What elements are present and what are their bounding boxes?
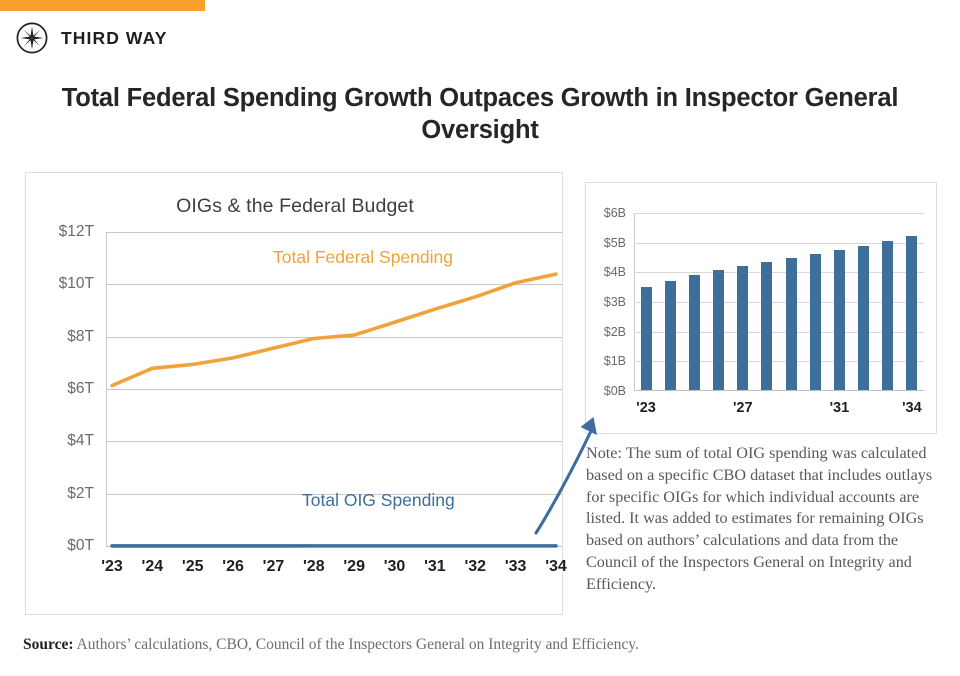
bar [640, 286, 652, 390]
bar [833, 249, 845, 390]
main-chart-title: OIGs & the Federal Budget [176, 195, 414, 217]
bar [737, 265, 749, 390]
gridline [634, 213, 924, 214]
source-text: Authors’ calculations, CBO, Council of t… [76, 636, 639, 653]
source-label: Source: [23, 636, 74, 653]
gridline [106, 284, 562, 286]
bar [713, 269, 725, 390]
bar [664, 280, 676, 390]
inset-chart-panel: $0B $1B $2B $3B $4B $5B $6B '23 '27 '31 '34 [585, 182, 937, 434]
gridline [634, 272, 924, 274]
bar [785, 258, 797, 390]
gridline [106, 389, 562, 390]
x-tick-label: '23 [101, 558, 123, 575]
y-tick-label: $12T [58, 223, 94, 240]
x-tick-label: '33 [504, 558, 527, 575]
chart-source: Source: Authors’ calculations, CBO, Coun… [23, 636, 933, 654]
page-title: Total Federal Spending Growth Outpaces G… [61, 84, 899, 145]
x-tick-label: '24 [141, 558, 164, 575]
x-tick-label: '25 [181, 558, 204, 575]
y-tick-label: $4T [67, 432, 94, 450]
brand-accent-bar [0, 0, 205, 11]
x-tick-label: '31 [424, 558, 446, 575]
gridline [106, 493, 562, 495]
bar [882, 241, 894, 390]
x-tick-label: '34 [545, 558, 567, 575]
main-chart-panel: OIGs & the Federal Budget $0T $2T $4T $6T $8… [25, 172, 567, 615]
gridline [634, 302, 924, 303]
y-tick-label: $2T [67, 484, 94, 502]
x-tick-label: '29 [343, 558, 365, 575]
curved-arrow-icon [534, 417, 597, 535]
chart-note: Note: The sum of total OIG spending was … [586, 444, 933, 593]
main-chart-series-lines [110, 272, 558, 548]
y-tick-label: $6B [603, 206, 626, 220]
x-tick-label: '31 [829, 400, 850, 416]
bar [858, 245, 870, 390]
bar [761, 261, 773, 390]
gridline [634, 361, 924, 363]
x-tick-label: '30 [383, 558, 406, 575]
compass-star-icon [16, 22, 48, 54]
main-chart-plot-area: $0T $2T $4T $6T $8T $10T $12T '23 '24 '25 '26 '27 '… [59, 223, 567, 575]
inset-chart-x-axis [634, 390, 924, 391]
gridline [634, 331, 924, 333]
y-tick-label: $5B [603, 235, 626, 250]
y-tick-label: $3B [603, 295, 626, 309]
y-tick-label: $0T [67, 537, 94, 554]
x-tick-label: '26 [222, 558, 244, 575]
y-tick-label: $6T [67, 380, 94, 397]
bar [906, 236, 918, 390]
x-tick-label: '32 [464, 558, 487, 575]
series-label-total-oig-spending: Total OIG Spending [302, 490, 455, 510]
gridline [106, 441, 562, 443]
gridline [634, 242, 924, 244]
brand-name: THIRD WAY [61, 27, 168, 48]
y-tick-label: $8T [67, 327, 94, 345]
y-tick-label: $10T [58, 275, 94, 293]
inset-chart-plot-area: $0B $1B $2B $3B $4B $5B $6B '23 '27 '31 '34 [604, 206, 924, 416]
y-tick-label: $1B [603, 354, 626, 369]
x-tick-label: '34 [902, 400, 922, 416]
brand-logo: THIRD WAY [16, 22, 167, 54]
x-tick-label: '23 [636, 400, 656, 416]
bar [809, 254, 821, 390]
gridline [106, 232, 562, 233]
bar [688, 274, 700, 390]
x-tick-label: '27 [262, 558, 285, 575]
y-tick-label: $4B [603, 265, 626, 280]
y-tick-label: $2B [603, 324, 626, 339]
series-line [110, 272, 558, 388]
x-tick-label: '28 [303, 558, 325, 575]
series-label-total-federal-spending: Total Federal Spending [273, 247, 453, 267]
x-tick-label: '27 [732, 400, 753, 416]
y-tick-label: $0B [603, 384, 626, 398]
